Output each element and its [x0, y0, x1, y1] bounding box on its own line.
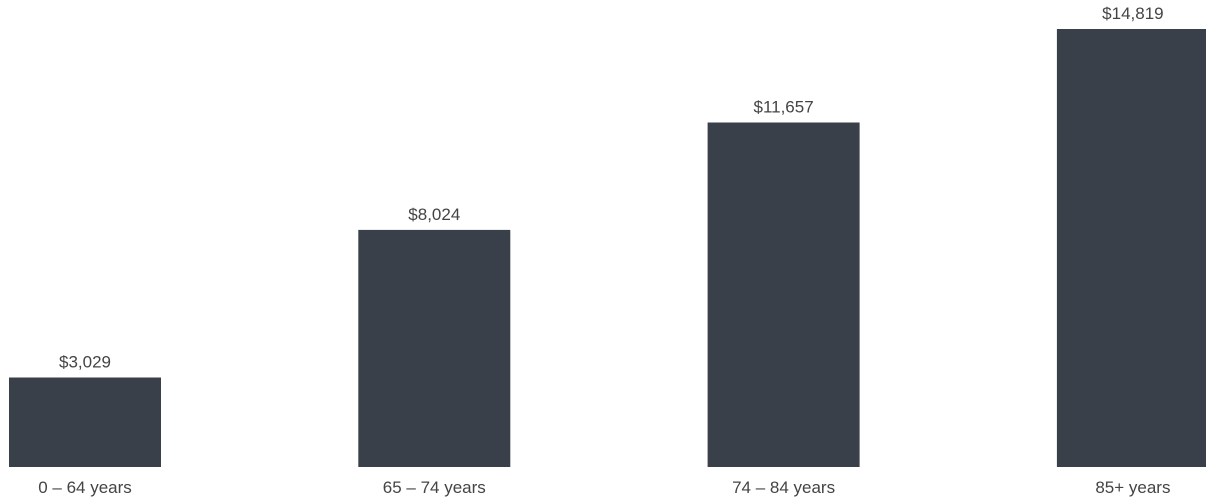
bar-3 — [1056, 29, 1206, 467]
category-label-0: 0 – 64 years — [38, 478, 132, 497]
value-label-3: $14,819 — [1102, 4, 1163, 23]
category-labels-group: 0 – 64 years 65 – 74 years 74 – 84 years 85… — [38, 478, 1170, 497]
category-label-1: 65 – 74 years — [383, 478, 486, 497]
bar-0 — [9, 377, 161, 467]
value-labels-group: $3,029 $8,024 $11,657 $14,819 — [59, 4, 1164, 372]
category-label-3: 85+ years — [1095, 478, 1170, 497]
value-label-1: $8,024 — [408, 205, 460, 224]
value-label-0: $3,029 — [59, 353, 111, 372]
bar-2 — [707, 122, 860, 467]
value-label-2: $11,657 — [753, 98, 813, 117]
category-label-2: 74 – 84 years — [732, 478, 835, 497]
bar-1 — [358, 229, 511, 467]
bars-group — [9, 29, 1206, 467]
